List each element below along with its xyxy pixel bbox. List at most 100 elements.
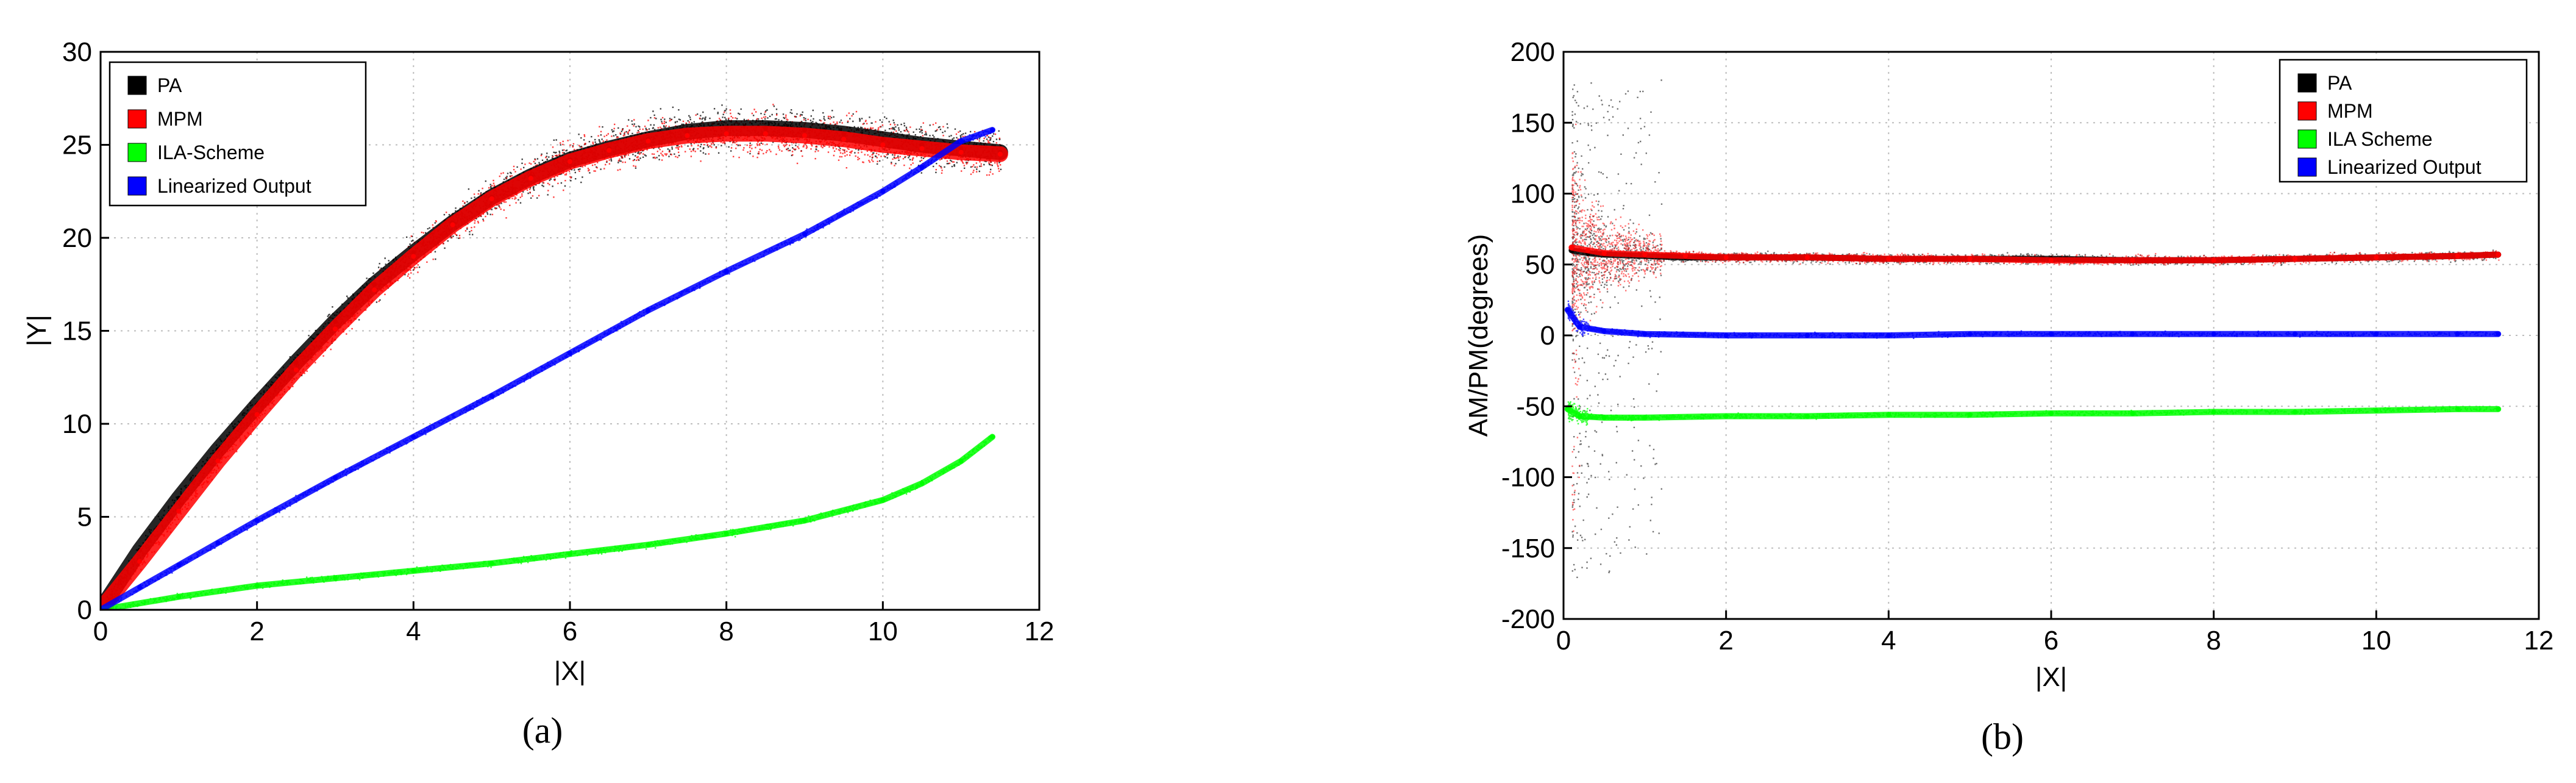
chart-b-point-linearized-output	[1642, 331, 1648, 337]
chart-a-series-line-linearized-output	[101, 127, 995, 610]
chart-a-point-mpm	[568, 159, 572, 164]
chart-a-point-mpm	[528, 176, 533, 181]
chart-a-x-tick-label: 12	[1025, 617, 1055, 646]
chart-a-point-mpm	[958, 149, 964, 155]
chart-b-point-linearized-output	[1967, 331, 1973, 337]
chart-a-point-linearized-output	[802, 231, 807, 237]
chart-a-point-mpm	[489, 196, 494, 201]
chart-a-point-mpm	[215, 459, 221, 463]
chart-a-y-axis-label: |Y|	[22, 315, 52, 346]
chart-b-legend-swatch-pa	[2297, 73, 2317, 93]
chart-a-point-linearized-output	[411, 434, 416, 440]
chart-b-point-mpm	[1723, 255, 1729, 260]
chart-b-y-tick-label: -200	[1501, 604, 1555, 634]
chart-a-point-mpm	[176, 509, 182, 514]
chart-a-y-tick-label: 15	[62, 316, 92, 346]
chart-b-point-ila-scheme	[2293, 409, 2297, 415]
chart-a-point-mpm	[763, 131, 768, 137]
chart-b-point-linearized-output	[1723, 333, 1729, 338]
chart-b-legend-label-mpm: MPM	[2327, 100, 2373, 122]
chart-a-point-linearized-output	[176, 562, 182, 568]
chart-a-y-tick-label: 30	[62, 37, 92, 67]
chart-a-point-linearized-output	[958, 138, 964, 144]
chart-a-x-tick-label: 6	[563, 617, 577, 646]
chart-b-y-tick-label: 50	[1525, 250, 1555, 280]
chart-b-point-mpm	[1805, 255, 1810, 260]
chart-b-point-ila-scheme	[2374, 408, 2379, 413]
chart-a-point-mpm	[685, 133, 690, 138]
chart-b-point-mpm	[2211, 257, 2216, 263]
chart-a-point-ila-scheme	[176, 594, 182, 599]
chart-a-point-linearized-output	[333, 475, 338, 481]
chart-a-x-tick-label: 2	[249, 617, 264, 646]
chart-b-series-line-mpm	[1568, 244, 2502, 263]
chart-b-point-ila-scheme	[1565, 406, 1570, 412]
chart-a-point-mpm	[724, 131, 729, 137]
chart-a-legend-swatch-ila-scheme	[127, 143, 147, 162]
chart-b-y-axis-label: AM/PM(degrees)	[1464, 234, 1493, 437]
chart-b-point-mpm	[2374, 255, 2379, 260]
chart-b-scatter-mpm	[1571, 123, 2500, 532]
chart-b-point-ila-scheme	[2211, 409, 2216, 415]
chart-b-point-ila-scheme	[2130, 410, 2135, 416]
chart-a-legend-label-linearized-output: Linearized Output	[157, 175, 311, 197]
chart-a-point-mpm	[646, 138, 651, 144]
chart-b-point-ila-scheme	[1967, 412, 1973, 418]
chart-a-point-mpm	[841, 137, 847, 142]
chart-b-point-ila-scheme	[2455, 406, 2460, 412]
chart-a-point-linearized-output	[489, 393, 494, 399]
chart-b-point-ila-scheme	[1601, 415, 1607, 420]
chart-b-point-linearized-output	[2211, 331, 2216, 337]
chart-b-y-tick-label: 150	[1510, 108, 1555, 138]
chart-a-x-tick-label: 4	[406, 617, 421, 646]
chart-a-point-mpm	[450, 222, 455, 227]
chart-b-point-mpm	[1967, 256, 1973, 262]
chart-b-y-tick-label: -150	[1501, 534, 1555, 563]
chart-a-y-tick-label: 20	[62, 223, 92, 253]
chart-b-legend-box	[2279, 59, 2528, 183]
chart-b-point-linearized-output	[2049, 331, 2054, 337]
chart-b-point-mpm	[1601, 251, 1607, 256]
chart-b-legend-swatch-linearized-output	[2297, 157, 2317, 177]
chart-b-x-tick-label: 2	[1718, 626, 1733, 656]
chart-b-point-mpm	[2130, 257, 2135, 263]
chart-b-point-mpm	[1683, 253, 1688, 259]
chart-a-series-line-ila-scheme	[101, 434, 995, 610]
chart-a-point-ila-scheme	[802, 518, 807, 523]
chart-a-legend-swatch-mpm	[127, 109, 147, 129]
chart-a-x-axis-label: |X|	[554, 656, 586, 686]
chart-a-y-tick-label: 10	[62, 409, 92, 439]
chart-a-point-linearized-output	[880, 188, 886, 194]
chart-b-point-linearized-output	[1577, 324, 1582, 330]
chart-a-point-ila-scheme	[990, 434, 995, 440]
chart-b-x-tick-label: 10	[2361, 626, 2391, 656]
chart-a-y-tick-label: 5	[77, 502, 92, 532]
chart-a-point-ila-scheme	[919, 481, 925, 486]
chart-a: 0 2 4 6 8 10 12 0 5 10 15 20 25 30 |X| |Y| PA MPM ILA-S…	[22, 37, 1054, 751]
chart-b-series-layer	[1564, 244, 2502, 421]
chart-a-point-ila-scheme	[724, 531, 729, 536]
chart-b-point-linearized-output	[1805, 333, 1810, 338]
chart-a-y-tick-label: 25	[62, 130, 92, 160]
chart-b-y-tick-label: -100	[1501, 463, 1555, 493]
chart-b-caption: (b)	[1981, 717, 2024, 757]
chart-b-legend-label-ila-scheme: ILA Scheme	[2327, 128, 2433, 150]
chart-a-point-linearized-output	[215, 540, 221, 546]
chart-b-point-mpm	[1642, 252, 1648, 257]
chart-b-point-mpm	[2455, 253, 2460, 259]
chart-a-point-linearized-output	[646, 307, 651, 313]
chart-b-x-tick-label: 4	[1881, 626, 1896, 656]
chart-a-point-ila-scheme	[880, 498, 886, 503]
chart-a-scatter-ila-scheme	[101, 435, 994, 610]
chart-a-point-ila-scheme	[646, 542, 651, 548]
chart-b-x-tick-label: 0	[1556, 626, 1571, 656]
chart-b-point-ila-scheme	[2496, 406, 2501, 412]
chart-a-point-mpm	[607, 148, 612, 153]
chart-a-point-mpm	[137, 559, 143, 564]
chart-a-point-mpm	[997, 151, 1003, 157]
chart-b-point-linearized-output	[1886, 333, 1891, 338]
chart-a-point-ila-scheme	[958, 459, 964, 463]
chart-b-point-mpm	[1569, 245, 1574, 250]
chart-a-point-ila-scheme	[333, 576, 338, 581]
